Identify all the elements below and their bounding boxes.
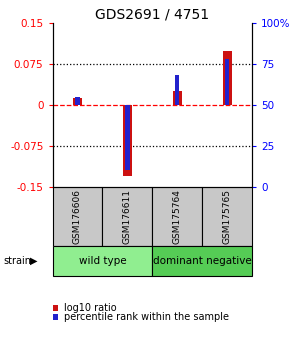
Text: GSM176611: GSM176611 [123, 189, 132, 244]
Text: dominant negative: dominant negative [153, 256, 251, 266]
Text: strain: strain [3, 256, 31, 266]
Text: percentile rank within the sample: percentile rank within the sample [64, 312, 229, 322]
Bar [52, 246, 152, 276]
Text: GSM175765: GSM175765 [223, 189, 232, 244]
Bar [225, 59, 229, 105]
Bar [102, 187, 152, 246]
Bar [73, 98, 82, 105]
Text: GSM176606: GSM176606 [73, 189, 82, 244]
Bar [175, 75, 179, 105]
Bar [123, 105, 132, 176]
Title: GDS2691 / 4751: GDS2691 / 4751 [95, 8, 209, 22]
Bar [223, 51, 232, 105]
Text: ▶: ▶ [30, 256, 38, 266]
Bar [125, 105, 130, 170]
Bar [173, 91, 182, 105]
Bar [202, 187, 252, 246]
Text: GSM175764: GSM175764 [173, 189, 182, 244]
Bar [152, 246, 252, 276]
Text: wild type: wild type [79, 256, 126, 266]
Text: log10 ratio: log10 ratio [64, 303, 116, 313]
Bar [75, 97, 80, 105]
Bar [152, 187, 202, 246]
Bar [52, 187, 102, 246]
